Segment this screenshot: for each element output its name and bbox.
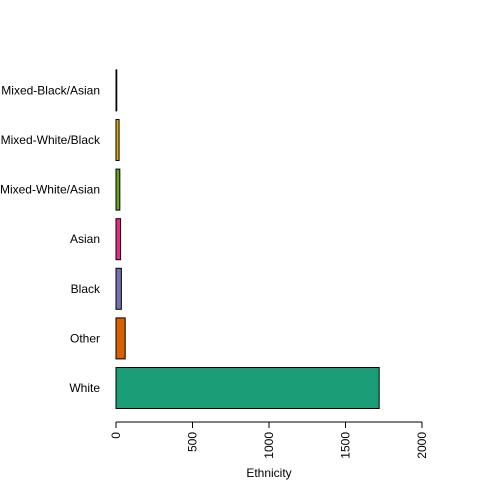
x-tick-label-1000: 1000 xyxy=(262,432,276,459)
bar-other xyxy=(115,317,126,360)
category-label-asian: Asian xyxy=(70,232,100,246)
bar-mixed-white-black xyxy=(115,119,120,161)
bar-black xyxy=(115,267,122,310)
x-tick-label-2000: 2000 xyxy=(415,432,429,459)
category-label-mixed-black-asian: Mixed-Black/Asian xyxy=(1,83,100,97)
x-tick-label-500: 500 xyxy=(186,432,200,452)
x-axis: 0 500 1000 1500 2000 xyxy=(109,421,429,459)
bar-white xyxy=(115,367,380,409)
category-label-black: Black xyxy=(71,282,101,296)
bars-layer xyxy=(115,69,380,409)
category-label-white: White xyxy=(69,381,100,395)
x-tick-label-0: 0 xyxy=(109,432,123,439)
bar-mixed-black-asian xyxy=(115,69,118,112)
x-tick-label-1500: 1500 xyxy=(339,432,353,459)
category-label-mixed-white-asian: Mixed-White/Asian xyxy=(0,183,100,197)
category-labels: White Other Black Asian Mixed-White/Asian Mix… xyxy=(0,83,101,395)
x-axis-title: Ethnicity xyxy=(246,466,291,480)
category-label-mixed-white-black: Mixed-White/Black xyxy=(1,133,101,147)
category-label-other: Other xyxy=(70,331,100,345)
bar-asian xyxy=(115,218,122,261)
bar-mixed-white-asian xyxy=(115,168,121,211)
